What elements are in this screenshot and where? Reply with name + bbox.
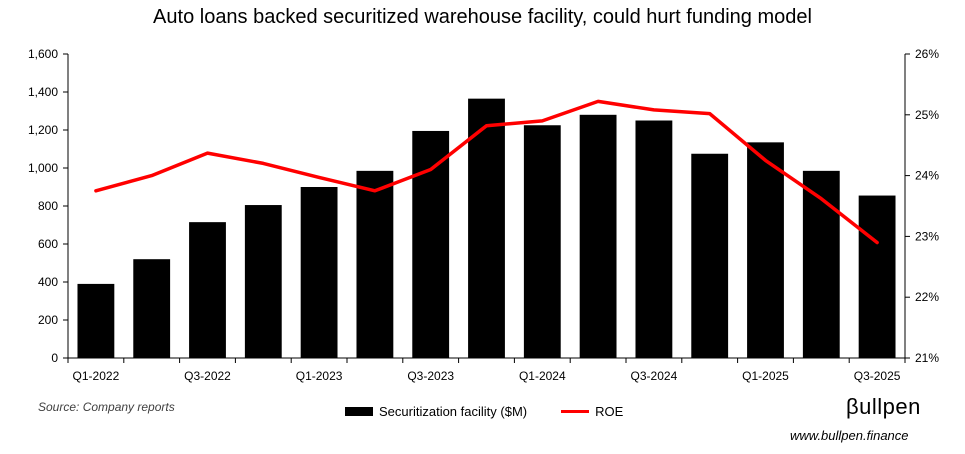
y-right-tick-label: 21% [915, 351, 939, 365]
y-right-tick-label: 22% [915, 290, 939, 304]
y-right-tick-label: 26% [915, 47, 939, 61]
legend-bar-label: Securitization facility ($M) [379, 404, 528, 419]
bar-q3-2022 [189, 222, 226, 358]
bar-q2-2022 [133, 259, 171, 358]
bar-q3-2023 [412, 130, 450, 358]
x-tick-label: Q1-2022 [73, 369, 120, 383]
legend: Securitization facility ($M) ROE [345, 404, 623, 419]
bar-q3-2024 [635, 120, 673, 358]
bar-q1-2023 [300, 187, 338, 358]
y-left-tick-label: 1,000 [28, 161, 58, 175]
y-left-tick-label: 1,200 [28, 123, 58, 137]
x-tick-label: Q3-2022 [184, 369, 231, 383]
bar-q2-2023 [356, 170, 394, 358]
y-right-tick-label: 23% [915, 229, 939, 243]
bar-q2-2025 [802, 170, 840, 358]
legend-line-label: ROE [595, 404, 624, 419]
y-right-tick-label: 24% [915, 169, 939, 183]
bar-q1-2025 [747, 142, 784, 358]
y-left-tick-label: 400 [38, 275, 58, 289]
x-tick-label: Q3-2024 [631, 369, 678, 383]
x-tick-label: Q1-2023 [296, 369, 343, 383]
bar-q4-2023 [468, 98, 505, 359]
legend-bar-swatch [345, 407, 373, 416]
legend-line-swatch [561, 410, 590, 413]
x-tick-label: Q3-2023 [407, 369, 454, 383]
x-tick-label: Q1-2024 [519, 369, 566, 383]
y-left-tick-label: 800 [38, 199, 58, 213]
y-left-tick-label: 200 [38, 313, 58, 327]
bar-q4-2022 [244, 205, 282, 358]
x-tick-label: Q1-2025 [742, 369, 789, 383]
brand-logo: βullpen [846, 394, 921, 419]
y-right-tick-label: 25% [915, 108, 939, 122]
chart-title: Auto loans backed securitized warehouse … [153, 6, 812, 28]
x-tick-label: Q3-2025 [854, 369, 901, 383]
bar-q2-2024 [579, 114, 617, 358]
y-left-tick-label: 1,400 [28, 85, 58, 99]
brand-url: www.bullpen.finance [790, 428, 909, 443]
y-left-tick-label: 1,600 [28, 47, 58, 61]
source-note: Source: Company reports [38, 400, 175, 414]
y-left-tick-label: 600 [38, 237, 58, 251]
bar-q4-2024 [691, 153, 729, 358]
y-left-tick-label: 0 [51, 351, 58, 365]
bar-q1-2022 [77, 283, 115, 358]
bar-q3-2025 [858, 195, 896, 358]
bar-q1-2024 [523, 125, 561, 358]
